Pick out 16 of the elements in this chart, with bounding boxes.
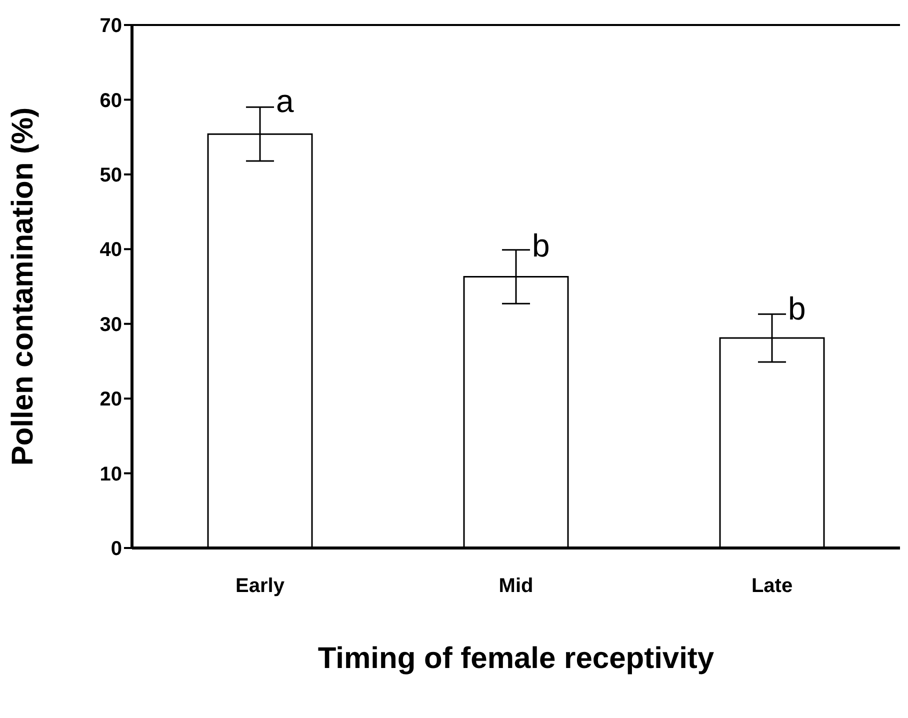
y-tick-label: 0 — [110, 538, 122, 560]
x-tick-label: Early — [236, 575, 286, 598]
y-tick-label: 10 — [100, 463, 122, 486]
y-tick-label: 30 — [100, 314, 122, 336]
y-axis-title: Pollen contamination (%) — [6, 107, 40, 466]
annotation: b — [788, 290, 806, 327]
y-tick-label: 50 — [100, 164, 122, 187]
x-axis-title: Timing of female receptivity — [318, 642, 714, 675]
annotation: a — [276, 82, 294, 119]
y-tick-label: 40 — [100, 239, 122, 262]
y-tick-label: 70 — [100, 15, 122, 38]
y-tick-label: 60 — [100, 90, 122, 112]
x-tick-label: Mid — [498, 575, 534, 598]
annotation: b — [532, 228, 550, 264]
x-tick-label: Late — [751, 575, 793, 598]
y-tick-label: 20 — [100, 388, 122, 411]
